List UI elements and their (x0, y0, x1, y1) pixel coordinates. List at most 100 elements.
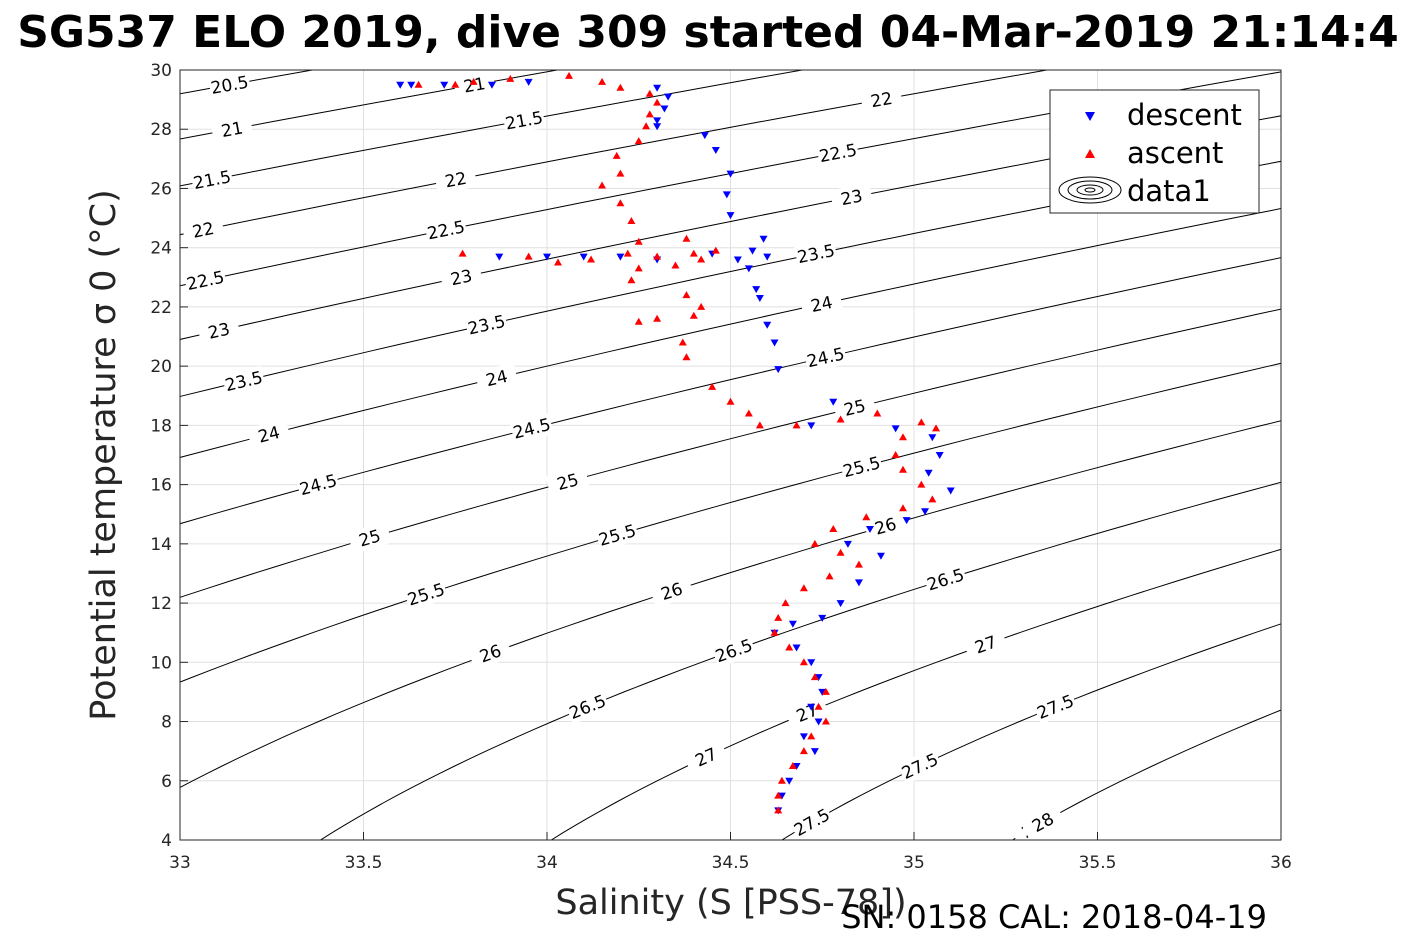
descent-point (818, 688, 827, 696)
legend-label-data1: data1 (1127, 174, 1211, 208)
descent-point (814, 718, 823, 726)
descent-point (440, 81, 449, 89)
y-tick-label: 26 (150, 179, 172, 199)
density-contour-line (180, 71, 1281, 287)
contour-label-text: 23 (206, 319, 232, 343)
density-contour-line (780, 623, 1281, 840)
contour-label-bg (863, 510, 908, 543)
y-tick-label: 12 (150, 594, 172, 614)
ascent-point (807, 732, 816, 740)
y-tick-label: 24 (150, 239, 172, 259)
contour-label: 25.5 (595, 518, 640, 552)
ascent-point (645, 89, 654, 97)
contour-label: 24.5 (296, 468, 341, 501)
legend-marker-ascent (1085, 149, 1095, 158)
ascent-point (697, 255, 706, 263)
contour-label-bg (439, 262, 484, 293)
ascent-point (634, 317, 643, 325)
ascent-point (627, 217, 636, 225)
x-axis-label: Salinity (S [PSS-78]) (555, 883, 906, 923)
descent-point (726, 212, 735, 220)
contour-label: 27 (963, 627, 1009, 662)
descent-point (722, 191, 731, 199)
contour-label-bg (1019, 802, 1066, 842)
contour-label-text: 26.5 (925, 565, 967, 595)
ascent-point (726, 397, 735, 405)
ascent-point (414, 80, 423, 88)
contour-label-text: 24 (484, 367, 510, 391)
contour-label-bg (347, 521, 392, 555)
contour-label-text: 22 (869, 89, 894, 113)
ascent-point (770, 628, 779, 636)
contour-label-text: 25.5 (597, 521, 639, 551)
ascent-point (744, 409, 753, 417)
ascent-point (587, 255, 596, 263)
contour-label-text: 22.5 (185, 268, 226, 295)
contour-label: 24 (246, 418, 291, 450)
ascent-point (785, 643, 794, 651)
contour-label-bg (502, 105, 546, 135)
descent-point (579, 253, 588, 261)
descent-point (807, 659, 816, 667)
ascent-point (623, 249, 632, 257)
contour-label: 23.5 (794, 238, 838, 269)
descent-point (407, 81, 416, 89)
ascent-point (917, 418, 926, 426)
contour-label-text: 22 (443, 169, 468, 193)
contour-label: 22.5 (816, 138, 860, 168)
descent-point (774, 366, 783, 374)
y-tick-label: 30 (150, 61, 172, 81)
descent-point (902, 517, 911, 525)
ascent-point (634, 264, 643, 272)
descent-point (792, 762, 801, 770)
contour-labels: 20.5 21 21 21.5 21.5 22 22 22 22.5 22.5 22.5 23 23 23… (181, 70, 1079, 848)
contour-label-bg (464, 309, 509, 340)
ascent-point (682, 291, 691, 299)
contour-label-bg (424, 215, 468, 245)
chart-title: SG537 ELO 2019, dive 309 started 04-Mar-… (17, 7, 1399, 58)
contour-label: 22 (433, 165, 478, 195)
ascent-point (598, 77, 607, 85)
ascent-point (774, 791, 783, 799)
ascent-point (821, 687, 830, 695)
ascent-point (689, 311, 698, 319)
ascent-point (653, 98, 662, 106)
descent-point (495, 253, 504, 261)
y-tick-label: 10 (150, 653, 172, 673)
density-contour-line (180, 208, 1281, 458)
descent-point (763, 321, 772, 329)
contour-label: 23 (196, 315, 241, 346)
legend-box (1049, 89, 1260, 214)
contour-label-bg (923, 562, 968, 596)
ascent-point (671, 261, 680, 269)
contour-label-text: 22 (191, 219, 216, 243)
ascent-point (825, 572, 834, 580)
ascent-point (836, 548, 845, 556)
contour-label: 25.5 (839, 451, 884, 483)
contour-label-text: 23.5 (466, 312, 507, 340)
descent-point (829, 398, 838, 406)
contour-label-bg (1032, 689, 1079, 725)
legend-marker-descent (1085, 112, 1095, 121)
contour-label-text: 23 (449, 266, 474, 290)
descent-point (876, 552, 885, 560)
ascent-point (755, 421, 764, 429)
density-contour-line (180, 420, 1281, 789)
ascent-point (862, 513, 871, 521)
contour-label-bg (683, 738, 729, 776)
contour-label-bg (595, 518, 640, 552)
x-tick-label: 36 (1270, 853, 1292, 873)
contour-label-bg (832, 392, 877, 424)
contour-label-text: 23 (839, 186, 864, 210)
ascent-point (653, 252, 662, 260)
ascent-point (829, 525, 838, 533)
descent-point (810, 748, 819, 756)
descent-point (755, 295, 764, 303)
legend: descent ascent data1 (1049, 89, 1260, 214)
y-tick-label: 28 (150, 120, 172, 140)
contour-label-bg (181, 215, 225, 245)
contour-label-text: 23.5 (796, 241, 837, 268)
contour-label-bg (210, 114, 254, 144)
descent-point (653, 123, 662, 131)
